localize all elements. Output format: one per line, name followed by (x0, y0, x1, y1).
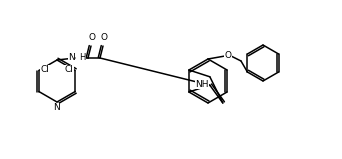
Text: H: H (79, 53, 86, 62)
Text: O: O (224, 52, 232, 61)
Text: N: N (53, 104, 60, 113)
Text: O: O (89, 33, 95, 42)
Text: Cl: Cl (41, 65, 50, 74)
Text: NH: NH (195, 80, 209, 89)
Text: N: N (68, 53, 75, 62)
Text: O: O (101, 33, 107, 42)
Text: Cl: Cl (64, 65, 73, 74)
